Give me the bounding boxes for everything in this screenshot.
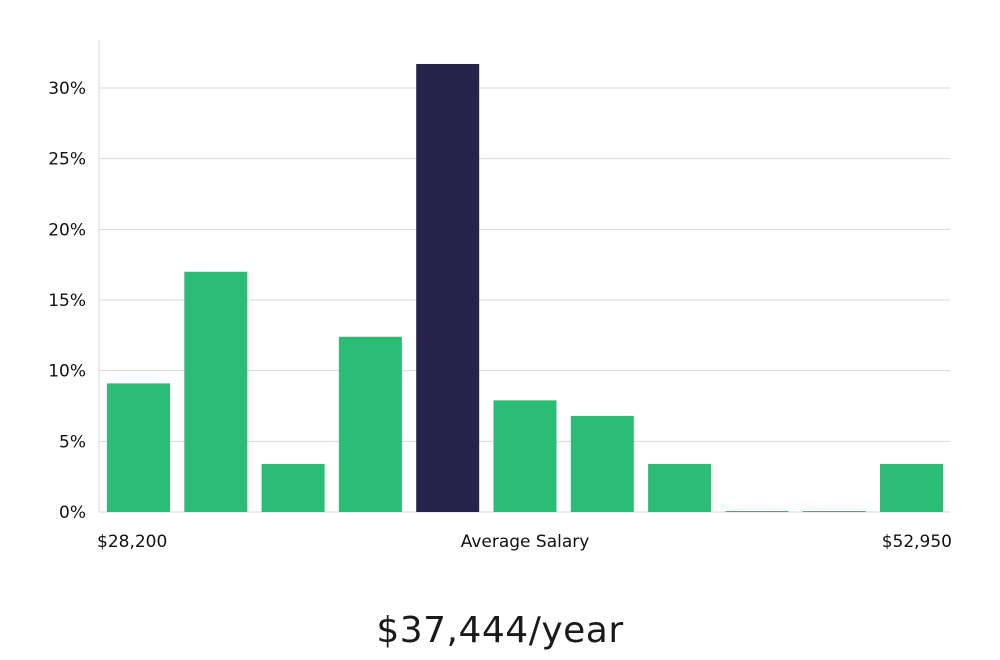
- bar: [184, 271, 248, 512]
- y-tick-label: 30%: [48, 79, 86, 99]
- x-label-min: $28,200: [97, 532, 167, 552]
- average-salary-value: $37,444/year: [376, 610, 624, 651]
- y-tick-label: 10%: [48, 362, 86, 382]
- y-tick-label: 25%: [48, 150, 86, 170]
- y-tick-label: 5%: [59, 432, 86, 452]
- y-tick-label: 0%: [59, 503, 86, 523]
- bar: [493, 400, 557, 512]
- bar: [338, 336, 402, 512]
- bar: [725, 511, 789, 512]
- bar: [570, 415, 634, 512]
- bar: [802, 511, 866, 512]
- x-label-max: $52,950: [882, 532, 952, 552]
- bar: [261, 463, 325, 512]
- bar: [648, 463, 712, 512]
- y-tick-label: 20%: [48, 220, 86, 240]
- bar-average-highlight: [416, 63, 480, 513]
- x-label-center: Average Salary: [461, 532, 590, 552]
- salary-histogram: 0% 5% 10% 15% 20% 25% 30% $28,200 Average Sala…: [48, 40, 952, 552]
- y-tick-label: 15%: [48, 291, 86, 311]
- bar: [107, 383, 170, 512]
- bars: [107, 63, 943, 513]
- bar: [880, 463, 943, 512]
- y-axis-ticks: 0% 5% 10% 15% 20% 25% 30%: [48, 79, 86, 523]
